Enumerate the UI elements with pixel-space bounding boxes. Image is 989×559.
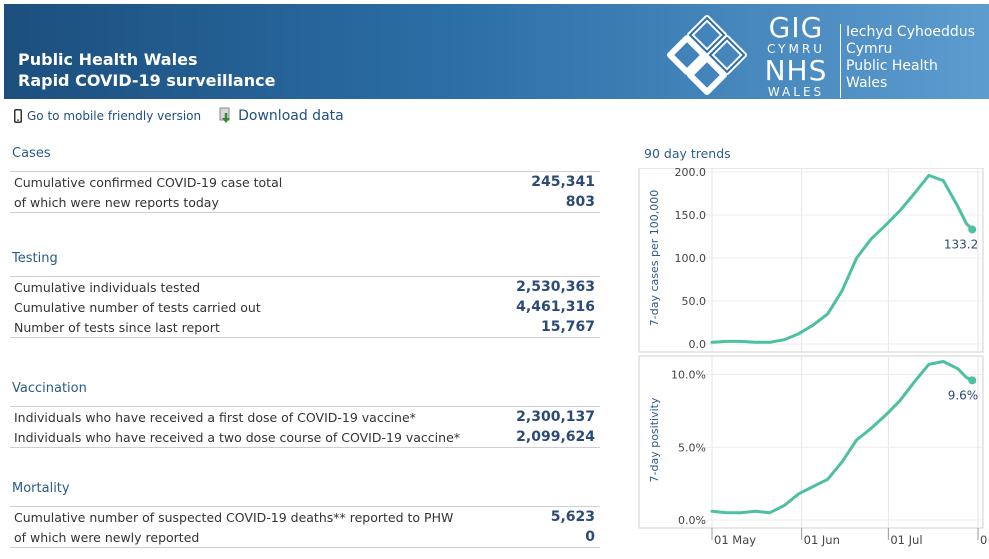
title-line-1: Public Health Wales (18, 50, 198, 69)
table-row: Number of tests since last report 15,767 (10, 317, 600, 337)
section-title-cases: Cases (12, 146, 51, 161)
y-tick-label: 0.0% (678, 514, 706, 527)
trend-charts: 0.0 50.0 100.0 150.0 200.0 7-day cases per 10… (638, 168, 988, 547)
trend-line (710, 360, 974, 515)
cases-table: Cumulative confirmed COVID-19 case total… (10, 171, 600, 213)
table-row: of which were new reports today 803 (10, 192, 600, 212)
trend-end-label: 9.6% (948, 388, 979, 402)
celtic-knot-logo-icon (667, 15, 747, 95)
trend-chart-2: 0.0% 5.0% 10.0% 7-day positivity 9.6% 01 May 0… (638, 355, 988, 547)
row-value: 245,341 (531, 174, 595, 190)
org-line-2: Cymru (846, 41, 893, 57)
row-label: Cumulative confirmed COVID-19 case total (14, 174, 283, 190)
nhs-wales-logo: GIG CYMRU NHS WALES (756, 14, 836, 100)
y-tick-label: 10.0% (671, 369, 706, 382)
table-row: Cumulative confirmed COVID-19 case total… (10, 172, 600, 192)
y-axis-label: 7-day cases per 100,000 (648, 190, 661, 326)
x-tick-label: 01 Aug (980, 533, 988, 547)
testing-table: Cumulative individuals tested 2,530,363 … (10, 276, 600, 338)
row-label: Cumulative individuals tested (14, 279, 201, 295)
logo-nhs: NHS (764, 54, 828, 87)
chart-panel-border (638, 355, 984, 529)
x-tick-label: 01 May (714, 533, 756, 547)
x-tick-label: 01 Jun (804, 533, 840, 547)
mobile-version-link[interactable]: Go to mobile friendly version (14, 109, 201, 123)
row-value: 4,461,316 (516, 299, 595, 315)
section-title-testing: Testing (12, 251, 58, 266)
org-line-3: Public Health (846, 58, 938, 74)
chart-panel-border (638, 168, 984, 353)
y-tick-label: 0.0 (689, 338, 707, 351)
trend-line (710, 173, 974, 344)
phone-icon (14, 109, 22, 123)
logo-wales: WALES (767, 85, 825, 99)
table-row: Individuals who have received a first do… (10, 407, 600, 427)
mortality-table: Cumulative number of suspected COVID-19 … (10, 506, 600, 548)
download-data-label: Download data (238, 108, 344, 124)
trend-end-label: 133.2 (944, 237, 978, 251)
row-label: Individuals who have received a first do… (14, 409, 416, 425)
toolbar: Go to mobile friendly version Download d… (14, 106, 344, 126)
trends-title: 90 day trends (644, 146, 731, 161)
row-value: 2,530,363 (516, 279, 595, 295)
header-banner: Public Health Wales Rapid COVID-19 surve… (4, 4, 989, 99)
page-title: Public Health Wales Rapid COVID-19 surve… (18, 49, 275, 91)
section-title-vaccination: Vaccination (12, 381, 87, 396)
mobile-version-label: Go to mobile friendly version (27, 109, 202, 123)
y-tick-label: 50.0 (682, 295, 707, 308)
y-tick-label: 200.0 (675, 168, 707, 179)
table-row: Cumulative individuals tested 2,530,363 (10, 277, 600, 297)
section-title-mortality: Mortality (12, 481, 70, 496)
row-label: Individuals who have received a two dose… (14, 429, 461, 445)
row-label: of which were newly reported (14, 529, 200, 545)
organisation-name: Iechyd Cyhoeddus Cymru Public Health Wal… (846, 24, 975, 92)
title-line-2: Rapid COVID-19 surveillance (18, 71, 276, 90)
row-value: 803 (565, 194, 595, 210)
org-line-1: Iechyd Cyhoeddus (846, 24, 975, 40)
table-row: of which were newly reported 0 (10, 527, 600, 547)
row-label: Cumulative number of tests carried out (14, 299, 261, 315)
logo-divider (840, 24, 841, 98)
trend-chart-1: 0.0 50.0 100.0 150.0 200.0 7-day cases per 10… (638, 168, 984, 353)
row-label: Cumulative number of suspected COVID-19 … (14, 509, 454, 525)
vaccination-table: Individuals who have received a first do… (10, 406, 600, 448)
table-row: Cumulative number of suspected COVID-19 … (10, 507, 600, 527)
download-data-link[interactable]: Download data (219, 107, 344, 125)
row-label: of which were new reports today (14, 194, 219, 210)
row-value: 5,623 (550, 509, 595, 525)
table-row: Individuals who have received a two dose… (10, 427, 600, 447)
logo-cymru: CYMRU (767, 42, 825, 56)
y-tick-label: 100.0 (675, 252, 707, 265)
y-tick-label: 5.0% (678, 441, 706, 454)
org-line-4: Wales (846, 75, 888, 91)
row-value: 2,300,137 (516, 409, 595, 425)
row-value: 15,767 (540, 319, 595, 335)
logo-gig: GIG (768, 11, 824, 44)
y-axis-label: 7-day positivity (648, 397, 661, 482)
table-row: Cumulative number of tests carried out 4… (10, 297, 600, 317)
row-label: Number of tests since last report (14, 319, 220, 335)
row-value: 0 (585, 529, 595, 545)
download-icon (219, 107, 231, 123)
row-value: 2,099,624 (516, 429, 595, 445)
trend-end-point (968, 225, 977, 234)
x-tick-label: 01 Jul (890, 533, 922, 547)
y-tick-label: 150.0 (675, 209, 707, 222)
trend-end-point (968, 376, 977, 385)
